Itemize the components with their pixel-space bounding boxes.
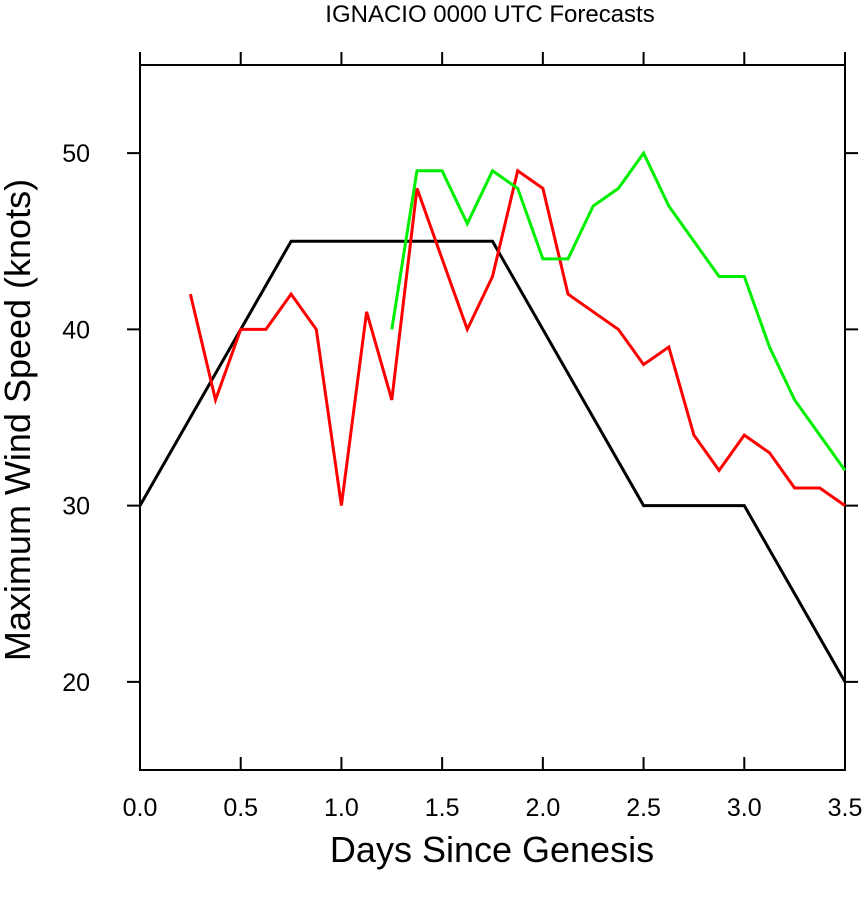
series-line-2: [390, 150, 847, 472]
chart-title: IGNACIO 0000 UTC Forecasts: [325, 1, 654, 28]
x-tick-label: 0.0: [123, 794, 158, 822]
x-tick-label: 3.0: [727, 794, 762, 822]
y-tick-label: 50: [62, 140, 90, 168]
tick-labels: 0.0 0.5 1.0 1.5 2.0 2.5 3.0 3.5 20 30 40 50: [62, 140, 862, 822]
x-tick-label: 1.5: [425, 794, 460, 822]
y-tick-label: 20: [62, 669, 90, 697]
y-axis-title: Maximum Wind Speed (knots): [0, 179, 38, 661]
series-line-1: [188, 168, 846, 507]
plot-frame: [139, 64, 846, 771]
series-line-0: [138, 239, 847, 683]
series-lines: [138, 150, 847, 683]
axis-ticks: [127, 52, 858, 770]
x-axis-title: Days Since Genesis: [330, 829, 654, 870]
x-tick-label: 3.5: [828, 794, 863, 822]
y-tick-label: 30: [62, 493, 90, 521]
y-tick-label: 40: [62, 316, 90, 344]
x-tick-label: 2.0: [525, 794, 560, 822]
x-tick-label: 1.0: [324, 794, 359, 822]
x-tick-label: 0.5: [223, 794, 258, 822]
x-tick-label: 2.5: [626, 794, 661, 822]
